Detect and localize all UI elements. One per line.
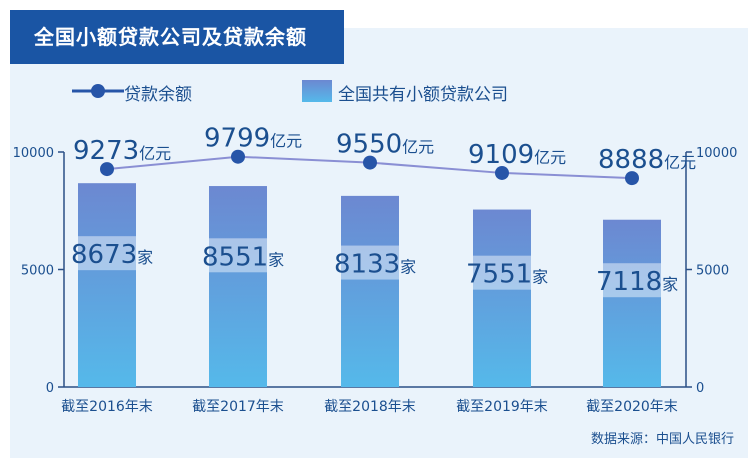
- x-tick-label: 截至2018年末: [324, 399, 416, 415]
- bar-label-band: [78, 236, 136, 271]
- bar-label-band: [209, 238, 267, 273]
- bar-label-band: [473, 255, 531, 290]
- right-tick-label: 5000: [696, 264, 729, 279]
- line-point: [100, 162, 114, 177]
- line-value-label: 9550亿元: [336, 130, 434, 160]
- line-value-label: 8888亿元: [598, 145, 696, 175]
- legend-line-label: 贷款余额: [124, 85, 192, 105]
- line-point: [363, 155, 377, 170]
- line-point: [625, 171, 639, 186]
- chart-title: 全国小额贷款公司及贷款余额: [10, 10, 344, 64]
- bar-label-band: [603, 263, 661, 298]
- right-tick-label: 0: [696, 381, 704, 396]
- legend-bar-label: 全国共有小额贷款公司: [338, 85, 508, 105]
- x-tick-label: 截至2020年末: [586, 399, 678, 415]
- line-value-label: 9273亿元: [73, 136, 171, 166]
- line-point: [231, 149, 245, 164]
- legend-bar-swatch: [302, 80, 332, 102]
- x-tick-label: 截至2016年末: [61, 399, 153, 415]
- x-tick-label: 截至2019年末: [456, 399, 548, 415]
- line-value-label: 9799亿元: [204, 124, 302, 154]
- bar: [209, 186, 267, 387]
- bar-label-band: [341, 245, 399, 280]
- bar-value-label: 7118家: [596, 267, 678, 297]
- bar: [473, 209, 531, 387]
- bar: [341, 195, 399, 387]
- line-value-label: 9109亿元: [468, 140, 566, 170]
- bar: [78, 183, 136, 387]
- bar-value-label: 7551家: [466, 260, 548, 290]
- x-tick-label: 截至2017年末: [192, 399, 284, 415]
- left-tick-label: 0: [46, 381, 54, 396]
- legend-point-swatch: [91, 84, 105, 98]
- left-tick-label: 5000: [21, 264, 54, 279]
- line-point: [495, 165, 509, 180]
- bar-value-label: 8551家: [202, 242, 284, 272]
- bar: [603, 219, 661, 387]
- bar-value-label: 8673家: [71, 240, 153, 270]
- right-tick-label: 10000: [696, 146, 737, 161]
- data-source: 数据来源：中国人民银行: [590, 432, 734, 447]
- bar-value-label: 8133家: [334, 250, 416, 280]
- left-tick-label: 10000: [13, 146, 54, 161]
